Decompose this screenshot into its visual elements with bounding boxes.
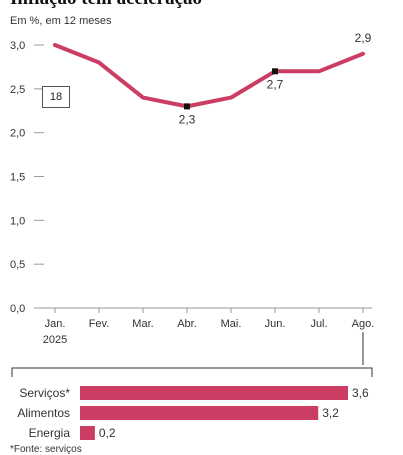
- point-marker: [272, 68, 278, 75]
- bar: [80, 426, 95, 440]
- data-point: [54, 44, 56, 46]
- data-label: 2,3: [179, 112, 196, 126]
- data-label: 2,7: [267, 77, 284, 91]
- x-tick-label: Mai.: [221, 318, 242, 330]
- y-tick-label: 0,0: [10, 303, 25, 315]
- data-point: [318, 70, 320, 73]
- x-tick-label: Mar.: [132, 318, 153, 330]
- bracket-line: [11, 367, 373, 377]
- x-tick-label: Fev.: [89, 318, 110, 330]
- x-tick-label: Abr.: [177, 318, 197, 330]
- x-axis: Jan. 2025 Fev. Mar. Abr. Mai. Jun. Jul. Ago.: [34, 307, 375, 346]
- bar-category-label: Serviços*: [19, 386, 70, 400]
- series-line: [53, 43, 365, 109]
- data-point: [98, 61, 100, 64]
- bar-value-label: 0,2: [99, 426, 116, 440]
- bar-chart: Serviços* 3,6 Alimentos 3,2 Energia 0,2: [17, 386, 369, 440]
- bar-category-label: Energia: [29, 426, 71, 440]
- y-tick-label: 0,5: [10, 259, 25, 271]
- y-tick-label: 3,0: [10, 40, 25, 52]
- x-tick-label: Jun.: [265, 318, 286, 330]
- y-tick-label: 2,5: [10, 84, 25, 96]
- chart-subtitle: Em %, em 12 meses: [10, 15, 112, 27]
- x-tick-sublabel: 2025: [43, 334, 67, 346]
- data-point: [230, 96, 232, 99]
- point-marker: [184, 103, 190, 110]
- data-label: 2,9: [355, 31, 372, 45]
- line-series: 2,3 2,7 2,9: [53, 31, 372, 126]
- x-tick-label: Jul.: [310, 318, 327, 330]
- page-badge: 18: [42, 86, 70, 108]
- bar-value-label: 3,6: [352, 386, 369, 400]
- bar-bracket: [11, 332, 373, 377]
- bar-value-label: 3,2: [322, 406, 339, 420]
- bar: [80, 406, 319, 420]
- x-tick-label: Jan.: [45, 318, 66, 330]
- chart-title: Inflação tem aceleração: [10, 0, 202, 10]
- data-point: [362, 52, 364, 55]
- y-tick-label: 1,0: [10, 215, 25, 227]
- y-axis: 0,0 0,5 1,0 1,5 2,0 2,5 3,0: [10, 40, 44, 315]
- x-tick-label: Ago.: [352, 318, 375, 330]
- bar: [80, 386, 348, 400]
- y-tick-label: 1,5: [10, 172, 25, 184]
- y-tick-label: 2,0: [10, 128, 25, 140]
- data-point: [142, 96, 144, 99]
- bar-category-label: Alimentos: [17, 406, 70, 420]
